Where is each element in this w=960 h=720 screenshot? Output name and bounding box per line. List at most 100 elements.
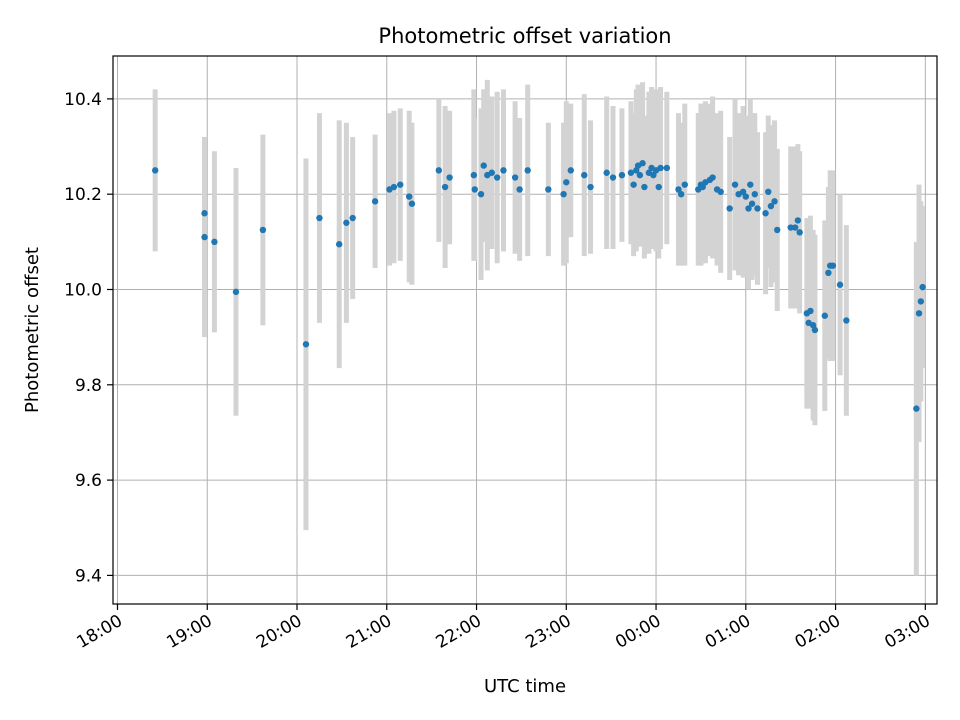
x-tick-label: 22:00	[433, 611, 485, 653]
data-point	[681, 181, 688, 188]
data-point	[390, 183, 398, 191]
data-point	[843, 317, 850, 324]
data-point	[650, 171, 657, 179]
y-tick-label: 9.4	[75, 566, 102, 586]
data-point	[441, 183, 449, 191]
x-tick-label: 00:00	[612, 611, 664, 653]
data-point	[748, 200, 756, 207]
data-point	[829, 262, 837, 269]
data-point	[796, 229, 803, 236]
data-point	[446, 174, 453, 181]
data-point	[335, 241, 343, 248]
plot-area-frame	[112, 55, 938, 605]
data-point	[211, 238, 218, 246]
data-point	[745, 205, 752, 212]
data-point	[639, 160, 646, 167]
data-point	[739, 188, 747, 196]
data-point	[343, 219, 350, 226]
data-point	[655, 183, 662, 191]
data-point	[765, 188, 772, 196]
data-point	[726, 205, 733, 212]
data-point	[731, 181, 739, 188]
data-point	[913, 405, 920, 412]
x-tick-label: 18:00	[74, 611, 126, 653]
data-point	[201, 233, 208, 241]
x-tick-label: 03:00	[881, 611, 933, 653]
data-point	[627, 169, 635, 176]
y-tick-label: 9.6	[75, 471, 102, 491]
data-point	[545, 186, 552, 193]
data-point	[825, 269, 832, 277]
data-point	[917, 298, 925, 305]
error-bars	[152, 79, 926, 576]
data-point	[609, 174, 617, 181]
y-tick-label: 9.8	[75, 376, 102, 396]
x-tick-label: 19:00	[163, 611, 215, 653]
data-point	[675, 186, 682, 193]
data-point	[477, 190, 485, 198]
data-point	[836, 281, 844, 288]
data-point	[677, 190, 685, 198]
x-axis-label: UTC time	[484, 676, 566, 697]
data-point	[636, 171, 644, 179]
y-tick-label: 10.0	[64, 280, 102, 300]
data-point	[560, 190, 567, 198]
x-tick-label: 01:00	[702, 611, 754, 653]
data-point	[641, 183, 648, 191]
data-point	[791, 224, 799, 231]
x-tick-label: 20:00	[253, 611, 305, 653]
data-point	[563, 179, 570, 186]
y-axis-label: Photometric offset	[22, 247, 43, 413]
data-point	[406, 193, 413, 200]
data-point	[349, 214, 356, 222]
data-point	[794, 217, 802, 224]
data-point	[232, 288, 240, 296]
chart-title: Photometric offset variation	[378, 24, 671, 48]
data-point	[524, 167, 531, 174]
data-point	[201, 210, 208, 217]
data-point	[480, 162, 487, 169]
data-point	[630, 181, 637, 188]
data-point	[500, 167, 507, 174]
data-point	[470, 171, 478, 179]
y-tick-label: 10.4	[64, 90, 102, 110]
data-point	[603, 169, 610, 176]
data-point	[408, 200, 416, 207]
data-point	[717, 188, 724, 196]
data-point	[567, 167, 574, 174]
data-point	[709, 174, 716, 181]
data-point	[767, 202, 775, 210]
data-point	[754, 205, 761, 212]
data-point	[316, 214, 323, 222]
y-tick-label: 10.2	[64, 185, 102, 205]
data-point	[587, 183, 594, 191]
data-point	[471, 186, 478, 193]
data-point	[259, 226, 267, 234]
data-point	[747, 181, 754, 188]
data-point	[302, 341, 310, 348]
data-point	[807, 307, 814, 315]
data-point	[821, 312, 828, 319]
data-point	[774, 226, 781, 234]
x-tick-label: 21:00	[343, 611, 395, 653]
data-point	[762, 210, 769, 217]
x-axis-ticks: 18:00 19:00 20:00 21:00 22:00 23:00 00:00 01:00…	[74, 604, 934, 653]
data-point	[771, 198, 778, 205]
data-point	[751, 190, 758, 198]
data-point	[657, 164, 664, 172]
data-point	[915, 310, 923, 317]
data-point	[787, 224, 794, 231]
data-point	[581, 171, 588, 179]
data-point	[699, 183, 706, 191]
x-tick-label: 23:00	[522, 611, 574, 653]
data-points	[151, 160, 926, 412]
data-point	[663, 164, 671, 172]
data-point	[742, 193, 750, 200]
data-point	[516, 186, 523, 193]
x-tick-label: 02:00	[792, 611, 844, 653]
data-point	[371, 198, 379, 205]
data-point	[151, 167, 159, 174]
y-axis-ticks: 9.4 9.6 9.8 10.0 10.2 10.4	[64, 90, 113, 586]
data-point	[493, 174, 501, 181]
